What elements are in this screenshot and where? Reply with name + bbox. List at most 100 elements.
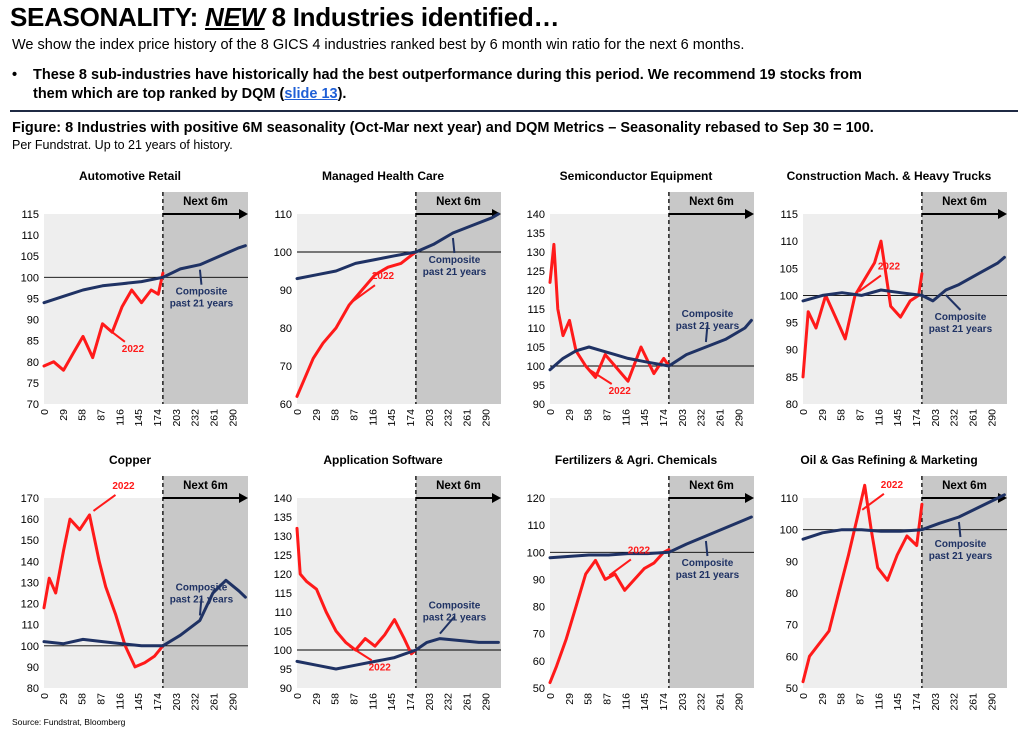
y-tick-label: 115 (527, 304, 545, 316)
bullet-marker: • (12, 67, 18, 83)
x-tick-label: 290 (986, 693, 998, 711)
series-2022-line (801, 483, 924, 684)
annotation-composite-line2: past 21 years (676, 570, 740, 581)
x-tick-label: 0 (798, 693, 810, 699)
source-note: Source: Fundstrat, Bloomberg (12, 717, 126, 727)
y-tick-label: 95 (280, 664, 292, 676)
y-tick-label: 90 (786, 556, 798, 568)
y-tick-label: 100 (274, 645, 292, 657)
y-tick-label: 110 (780, 493, 798, 505)
x-tick-label: 116 (114, 409, 126, 426)
chart-panel: Application Software Next 6m 90 95 100 105 110… (259, 448, 507, 718)
annotation-2022: 2022 (372, 271, 395, 282)
next-6m-label: Next 6m (183, 196, 228, 208)
y-tick-label: 80 (280, 323, 292, 335)
chart-panel: Automotive Retail Next 6m 70 75 80 85 90 95 100 1… (6, 164, 254, 434)
y-tick-label: 100 (780, 290, 798, 302)
y-tick-label: 85 (786, 372, 798, 384)
x-tick-label: 261 (968, 409, 980, 427)
next-6m-shading (415, 192, 501, 404)
next-6m-label: Next 6m (689, 480, 734, 492)
x-tick-label: 290 (480, 409, 492, 427)
x-tick-label: 58 (77, 693, 89, 705)
y-tick-label: 70 (280, 361, 292, 373)
page-subtitle: We show the index price history of the 8… (12, 37, 745, 53)
y-tick-label: 90 (280, 683, 292, 695)
x-tick-label: 261 (462, 693, 474, 711)
chart-title: Copper (109, 453, 151, 467)
header-divider (10, 110, 1018, 112)
x-tick-label: 203 (677, 693, 689, 711)
x-tick-label: 58 (583, 693, 595, 705)
x-tick-label: 174 (911, 409, 923, 427)
annotation-composite-line1: Composite (429, 255, 481, 266)
composite-line (801, 255, 1006, 303)
annotation-composite-line2: past 21 years (929, 551, 993, 562)
y-tick-label: 130 (21, 577, 39, 589)
past-period-shading (297, 214, 416, 404)
x-tick-label: 261 (715, 409, 727, 427)
title-new-label: NEW (204, 2, 265, 32)
y-tick-label: 70 (533, 629, 545, 641)
annotation-composite-line2: past 21 years (676, 321, 740, 332)
y-tick-label: 120 (527, 285, 545, 297)
y-tick-label: 110 (527, 323, 545, 335)
chart-title: Construction Mach. & Heavy Trucks (787, 169, 992, 183)
x-tick-label: 290 (733, 409, 745, 427)
x-tick-label: 0 (39, 409, 51, 415)
y-tick-label: 135 (527, 228, 545, 240)
chart-panel: Oil & Gas Refining & Marketing Next 6m 50 6… (765, 448, 1013, 718)
y-tick-label: 120 (274, 569, 292, 581)
annotation-composite-line1: Composite (176, 287, 228, 298)
y-tick-label: 105 (780, 263, 798, 275)
y-tick-label: 170 (21, 493, 39, 505)
x-tick-label: 261 (462, 409, 474, 427)
x-tick-label: 0 (292, 693, 304, 699)
y-tick-label: 150 (21, 535, 39, 547)
chart-svg: Copper Next 6m 80 90 100 110 120 130 140 150 160 17… (21, 453, 248, 711)
x-tick-label: 261 (715, 693, 727, 711)
annotation-arrow-2022 (589, 369, 613, 385)
x-tick-label: 232 (696, 409, 708, 427)
y-tick-label: 120 (21, 599, 39, 611)
composite-line (42, 578, 247, 648)
series-2022-line (548, 242, 671, 383)
composite-line (295, 212, 500, 281)
y-tick-label: 90 (27, 315, 39, 327)
annotation-composite-line2: past 21 years (929, 324, 993, 335)
y-tick-label: 80 (786, 399, 798, 411)
past-period-shading (44, 498, 163, 688)
x-tick-label: 116 (367, 693, 379, 710)
x-tick-label: 203 (424, 693, 436, 711)
x-tick-label: 29 (58, 409, 70, 421)
annotation-arrow-composite (957, 521, 962, 538)
y-tick-label: 110 (274, 209, 292, 221)
chart-title: Managed Health Care (322, 169, 444, 183)
y-tick-label: 110 (527, 520, 545, 532)
x-tick-label: 232 (949, 409, 961, 427)
annotation-arrow-2022 (861, 493, 885, 511)
x-tick-label: 145 (133, 409, 145, 427)
x-tick-label: 116 (873, 409, 885, 426)
x-tick-label: 145 (639, 693, 651, 711)
y-tick-label: 50 (786, 683, 798, 695)
x-tick-label: 87 (855, 409, 867, 421)
y-tick-label: 95 (786, 318, 798, 330)
annotation-composite-line2: past 21 years (423, 267, 487, 278)
x-tick-label: 58 (330, 693, 342, 705)
x-tick-label: 29 (564, 409, 576, 421)
x-tick-label: 116 (620, 693, 632, 710)
slide-13-link[interactable]: slide 13 (284, 86, 338, 102)
next-6m-label: Next 6m (942, 196, 987, 208)
y-tick-label: 50 (533, 683, 545, 695)
chart-panel: Fertilizers & Agri. Chemicals Next 6m 50 60… (512, 448, 760, 718)
y-tick-label: 130 (274, 531, 292, 543)
next-6m-shading (415, 476, 501, 688)
next-6m-shading (921, 476, 1007, 688)
composite-line (548, 318, 753, 372)
x-tick-label: 232 (949, 693, 961, 711)
y-tick-label: 115 (21, 209, 39, 221)
annotation-arrow-composite (451, 237, 456, 254)
x-tick-label: 203 (171, 409, 183, 427)
x-tick-label: 261 (968, 693, 980, 711)
